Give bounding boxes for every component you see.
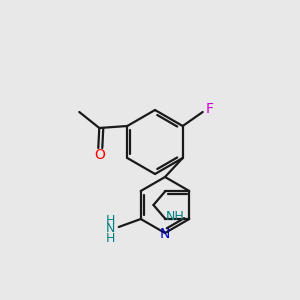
- Text: F: F: [206, 102, 214, 116]
- Text: NH: NH: [166, 211, 185, 224]
- Text: N: N: [160, 227, 170, 241]
- Text: O: O: [94, 148, 105, 162]
- Text: H: H: [106, 232, 116, 244]
- Text: N: N: [106, 223, 116, 236]
- Text: H: H: [106, 214, 116, 226]
